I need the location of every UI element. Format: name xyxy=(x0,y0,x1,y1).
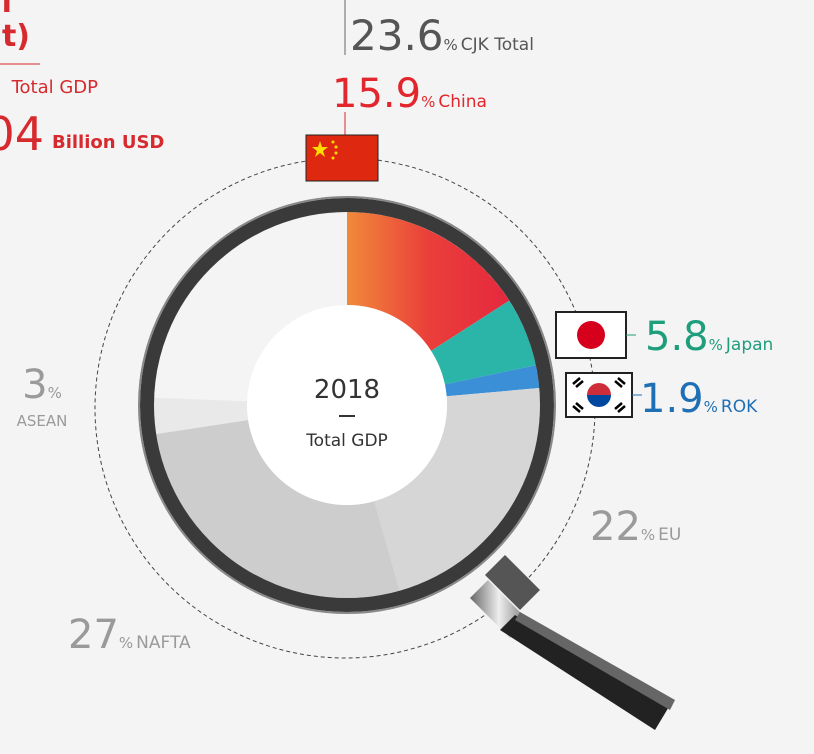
donut-segment xyxy=(154,397,249,434)
label-value: 22 xyxy=(590,504,641,550)
segment-label: 15.9% China xyxy=(332,71,487,117)
gdp-value: 04 xyxy=(0,107,44,161)
label-name: CJK Total xyxy=(461,35,534,55)
label-unit: % xyxy=(641,526,655,544)
donut-segment xyxy=(431,300,536,385)
label-unit: % xyxy=(704,398,718,416)
label-value: 23.6 xyxy=(350,11,444,60)
gdp-label: Total GDP xyxy=(11,77,99,98)
label-value: 1.9 xyxy=(640,376,704,422)
donut-segment xyxy=(156,420,400,598)
label-name: China xyxy=(438,92,487,112)
intro-heading: of xyxy=(0,0,15,20)
japan-flag xyxy=(555,311,636,359)
center-year: 2018 xyxy=(314,375,380,405)
label-name: Japan xyxy=(725,335,773,355)
label-value: 15.9 xyxy=(332,71,421,117)
donut-segment xyxy=(347,212,510,351)
label-name: ROK xyxy=(721,397,758,417)
korea-flag xyxy=(565,372,642,418)
segment-label: 22% EU xyxy=(590,504,681,550)
label-unit: % xyxy=(48,384,62,402)
center-sublabel: Total GDP xyxy=(305,431,388,451)
label-name: ASEAN xyxy=(17,412,68,430)
intro-heading: t) xyxy=(2,19,30,54)
label-name: NAFTA xyxy=(136,633,191,653)
label-name: EU xyxy=(658,525,681,545)
segment-label: 3% xyxy=(22,362,62,408)
segment-label: 5.8% Japan xyxy=(645,314,773,360)
donut-segment xyxy=(444,365,540,397)
label-unit: % xyxy=(444,36,458,54)
gdp-unit: Billion USD xyxy=(52,132,164,153)
donut xyxy=(154,212,540,598)
china-flag xyxy=(305,134,379,182)
label-value: 27 xyxy=(68,612,119,658)
label-unit: % xyxy=(421,93,435,111)
segment-label: 27% NAFTA xyxy=(68,612,191,658)
label-value: 5.8 xyxy=(645,314,709,360)
donut-hole xyxy=(247,305,447,505)
magnifier-handle xyxy=(470,555,675,730)
lens-rim xyxy=(140,198,554,612)
segment-label: 1.9% ROK xyxy=(640,376,758,422)
label-unit: % xyxy=(119,634,133,652)
lens-rim-edge xyxy=(138,196,556,614)
segment-label: 23.6% CJK Total xyxy=(350,11,534,60)
donut-segment xyxy=(374,388,540,591)
label-unit: % xyxy=(709,336,723,354)
label-value: 3 xyxy=(22,362,47,408)
